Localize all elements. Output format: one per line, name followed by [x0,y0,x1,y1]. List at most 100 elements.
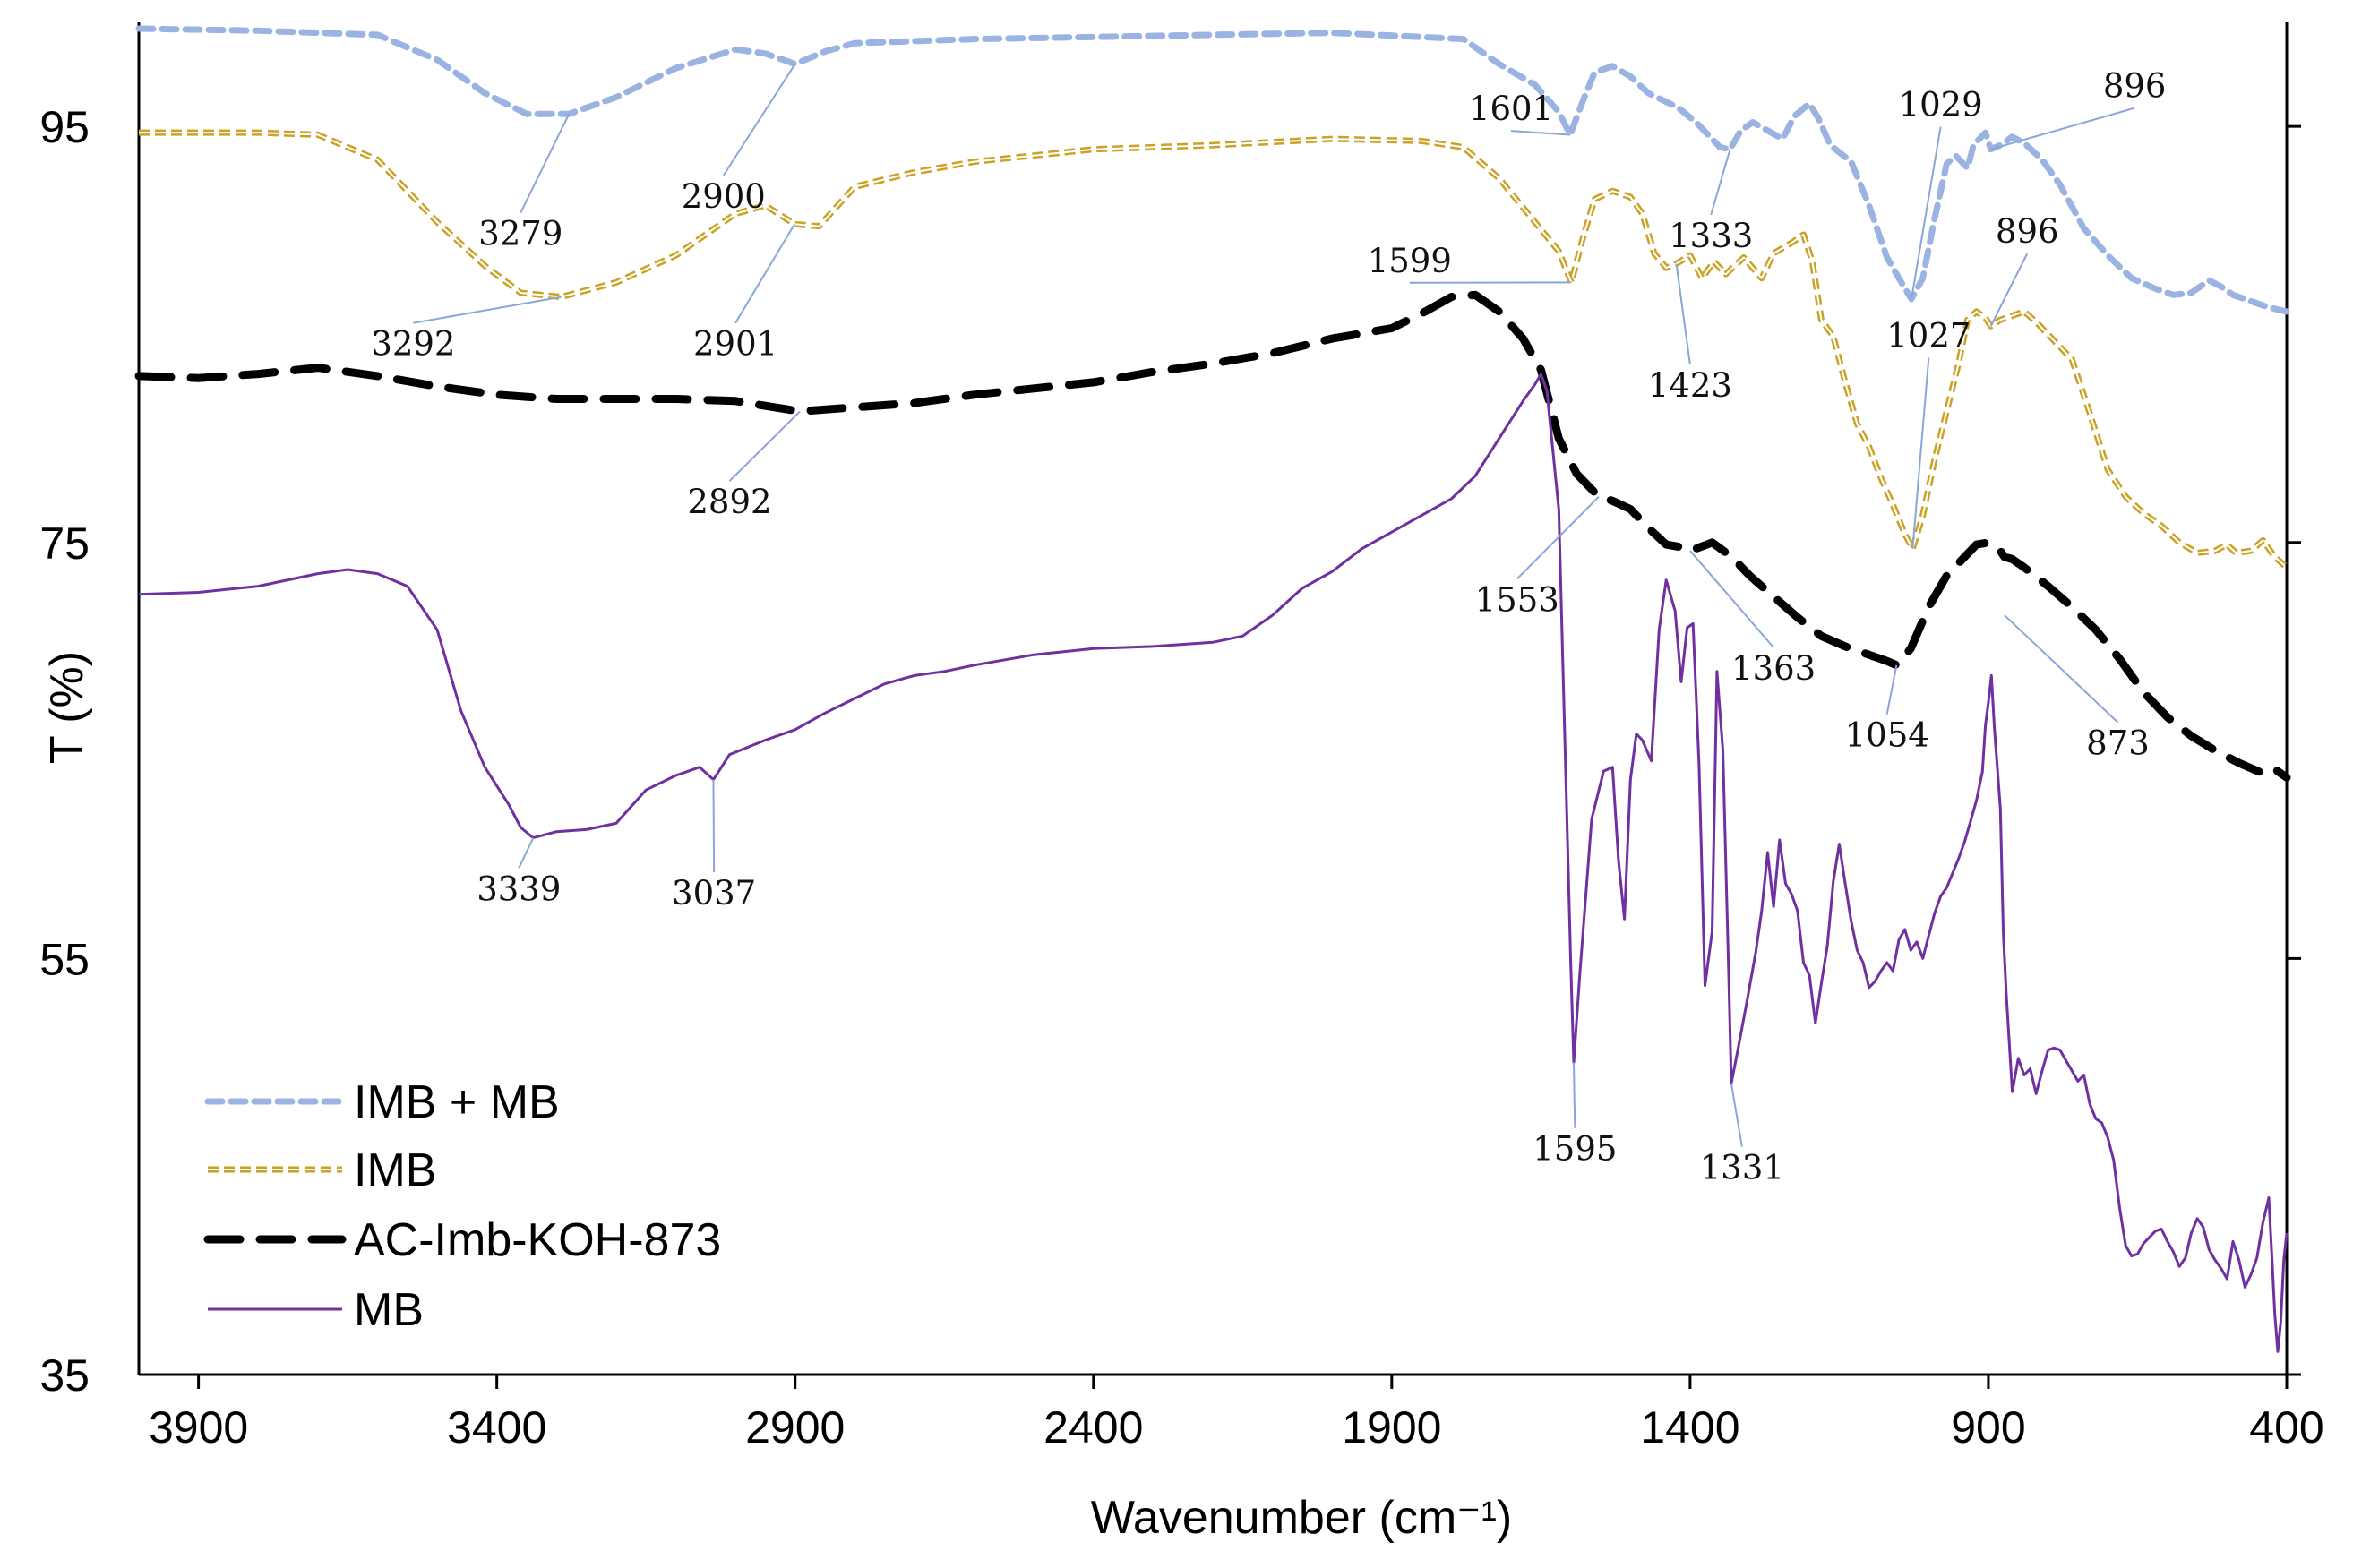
annotation-label: 1595 [1533,1130,1617,1169]
x-tick-labels: 3900 3400 2900 2400 1900 1400 900 400 [149,1402,2324,1452]
series-line-ac-imb-koh-873 [134,290,2291,782]
annotation-leader [734,223,795,324]
y-tick-labels: 95 75 55 35 [39,102,90,1401]
annotation-label: 2892 [687,483,771,521]
annotation-896: 896 [1989,212,2059,327]
x-tick-label: 1400 [1640,1402,1739,1452]
legend-item-mb: MB [208,1284,424,1336]
x-tick-label: 2400 [1043,1402,1143,1452]
x-tick-label: 3400 [447,1402,546,1452]
annotation-leader [1675,263,1691,365]
annotation-leader [1516,495,1600,580]
annotation-2901: 2901 [693,223,795,364]
series-line-mb [138,373,2289,1353]
legend-item-ac-imb-koh-873: AC-Imb-KOH-873 [203,1214,721,1266]
series-line-imb-mb [135,25,2290,315]
series-mb [138,373,2289,1353]
annotation-label: 1029 [1899,86,1983,124]
annotation-2892: 2892 [687,410,801,521]
annotation-2900: 2900 [682,63,796,216]
annotation-3037: 3037 [672,779,756,913]
annotation-label: 1333 [1669,217,1753,255]
x-tick-label: 3900 [149,1402,248,1452]
annotation-leader [712,779,716,872]
legend-item-imb-mb: IMB + MB [204,1076,560,1128]
y-tick-label: 55 [39,934,90,984]
legend-item-imb: IMB [208,1144,436,1196]
x-tick-label: 900 [1951,1402,2025,1452]
x-axis-title: Wavenumber (cm⁻¹) [1091,1492,1512,1544]
annotation-label: 1027 [1886,316,1971,355]
y-tick-label: 35 [39,1350,90,1401]
y-tick-label: 95 [39,102,90,152]
annotation-label: 873 [2086,724,2150,763]
annotation-873: 873 [2004,614,2150,763]
annotation-896: 896 [1990,67,2167,150]
annotation-1601: 1601 [1469,90,1571,136]
x-tick-label: 2900 [745,1402,845,1452]
series-line-inner-imb [139,132,2288,569]
annotation-3292: 3292 [371,296,562,364]
annotation-leader [1911,126,1942,300]
y-axis-title: T (%) [41,651,93,764]
annotation-label: 2900 [682,177,766,216]
annotation-1595: 1595 [1533,1062,1617,1169]
annotation-leader [722,63,796,176]
annotation-label: 1423 [1648,366,1732,405]
annotation-label: 3339 [477,870,561,908]
annotation-1553: 1553 [1475,495,1600,619]
annotation-leader [413,296,562,324]
annotation-leader [1990,107,2135,150]
annotation-label: 1331 [1700,1149,1784,1187]
annotation-label: 1599 [1368,242,1452,280]
plot-frame [137,22,2289,1376]
x-tick-label: 400 [2249,1402,2323,1452]
series-ac-imb-koh-873 [134,290,2291,782]
annotation-label: 1363 [1731,649,1816,688]
annotation-label: 2901 [693,325,777,364]
annotation-3279: 3279 [478,113,571,253]
y-tick-label: 75 [39,518,90,569]
annotation-label: 896 [2103,67,2167,106]
annotation-1331: 1331 [1700,1083,1784,1187]
annotation-1423: 1423 [1648,263,1732,405]
annotation-leader [1572,1062,1576,1128]
tick-marks [197,124,2301,1389]
legend-label: MB [354,1284,424,1336]
series-imb-mb [135,25,2290,315]
series-imb [139,129,2289,570]
annotation-leader [518,837,535,869]
annotation-leader [1730,1083,1743,1147]
annotation-1333: 1333 [1669,149,1753,255]
annotation-leader [1689,550,1774,648]
legend-label: AC-Imb-KOH-873 [354,1214,721,1266]
annotation-leader [1510,130,1571,136]
annotation-1027: 1027 [1886,316,1971,549]
annotation-3339: 3339 [477,837,561,908]
annotation-leader [2004,614,2119,724]
annotation-label: 3037 [672,874,756,913]
series-lines [134,25,2291,1353]
annotation-label: 1601 [1469,90,1553,128]
annotation-leader [1710,149,1731,216]
x-tick-label: 1900 [1342,1402,1441,1452]
annotation-1363: 1363 [1689,550,1816,688]
annotation-leader [728,410,801,482]
annotation-label: 1054 [1845,715,1929,754]
annotation-leader [1911,357,1930,549]
legend: IMB + MB IMB AC-Imb-KOH-873 MB [203,1076,721,1336]
annotation-1054: 1054 [1845,664,1929,754]
peak-annotations: 3279 2900 1601 1333 1029 896 3292 2901 1599 1423 1… [371,63,2167,1187]
annotation-label: 1553 [1475,580,1559,619]
annotation-label: 896 [1996,212,2059,251]
annotation-1599: 1599 [1368,242,1572,284]
annotation-leader [1885,664,1898,715]
annotation-label: 3292 [371,325,455,364]
annotation-label: 3279 [478,215,562,253]
annotation-leader [520,113,571,214]
annotation-leader [1989,253,2029,327]
annotation-1029: 1029 [1899,86,1983,300]
legend-label: IMB [354,1144,436,1196]
legend-label: IMB + MB [354,1076,560,1128]
